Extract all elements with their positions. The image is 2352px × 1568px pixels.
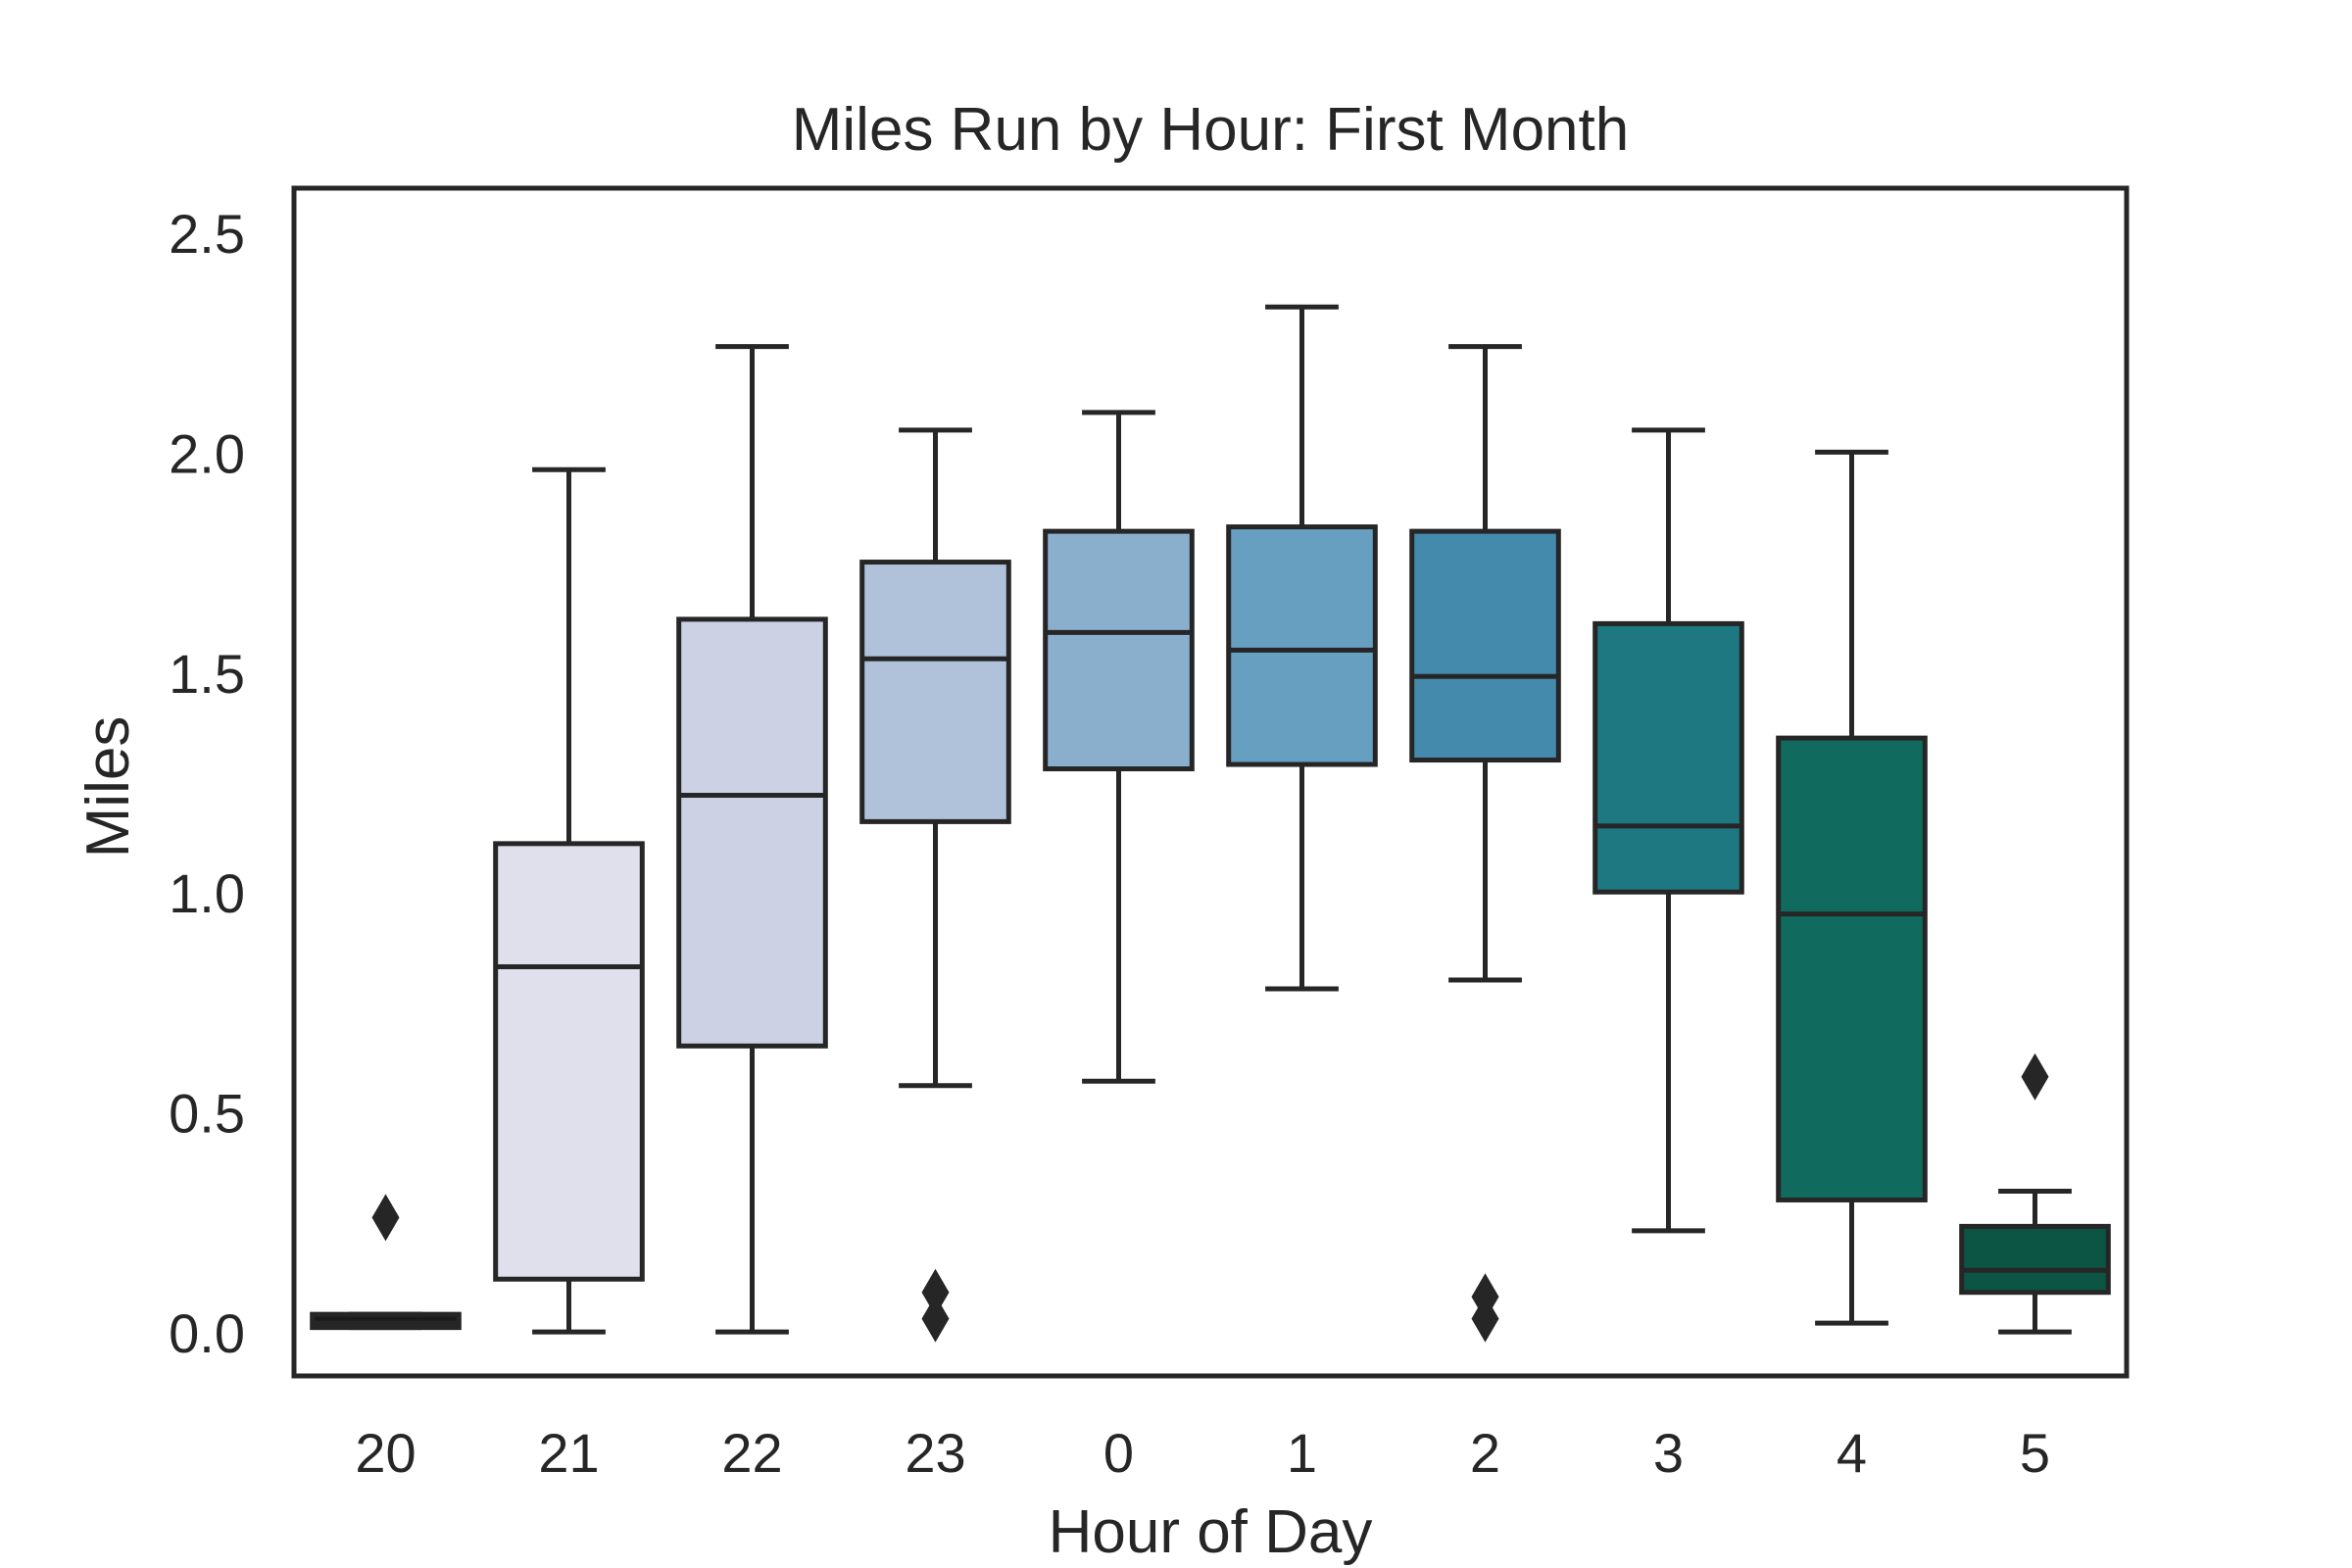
x-tick-label: 0 bbox=[1103, 1422, 1134, 1484]
box-0 bbox=[1043, 528, 1195, 772]
outlier-point bbox=[921, 1268, 950, 1316]
x-tick-label: 2 bbox=[1470, 1422, 1500, 1484]
y-tick-label: 1.0 bbox=[169, 862, 245, 924]
box-22 bbox=[676, 616, 828, 1049]
x-tick-label: 5 bbox=[2020, 1422, 2050, 1484]
outlier-point bbox=[1471, 1273, 1499, 1321]
y-tick-label: 2.0 bbox=[169, 422, 245, 484]
x-axis-label: Hour of Day bbox=[1049, 1498, 1373, 1566]
box-5 bbox=[1959, 1223, 2111, 1296]
box-23 bbox=[859, 560, 1011, 824]
y-tick-label: 1.5 bbox=[169, 643, 245, 705]
x-tick-label: 21 bbox=[538, 1422, 599, 1484]
y-axis-label: Miles bbox=[74, 716, 142, 858]
box-21 bbox=[493, 841, 645, 1282]
chart-title: Miles Run by Hour: First Month bbox=[792, 96, 1629, 164]
chart-marks: 0.00.51.01.52.02.520 21 22 23 0 1 2 3 4 5 bbox=[169, 203, 2111, 1484]
box-3 bbox=[1592, 620, 1744, 895]
x-tick-label: 23 bbox=[905, 1422, 965, 1484]
box-1 bbox=[1226, 524, 1378, 767]
box-2 bbox=[1409, 528, 1561, 763]
x-tick-label: 4 bbox=[1837, 1422, 1867, 1484]
box-4 bbox=[1776, 735, 1928, 1202]
x-tick-label: 22 bbox=[721, 1422, 782, 1484]
x-tick-label: 20 bbox=[355, 1422, 416, 1484]
plot-frame bbox=[291, 185, 2130, 1379]
outlier-point bbox=[371, 1194, 400, 1242]
y-tick-label: 2.5 bbox=[169, 203, 245, 265]
outlier-point bbox=[921, 1295, 950, 1343]
y-tick-label: 0.0 bbox=[169, 1302, 245, 1364]
x-tick-label: 1 bbox=[1287, 1422, 1317, 1484]
y-tick-label: 0.5 bbox=[169, 1083, 245, 1145]
x-tick-label: 3 bbox=[1653, 1422, 1684, 1484]
outlier-point bbox=[2021, 1053, 2049, 1101]
